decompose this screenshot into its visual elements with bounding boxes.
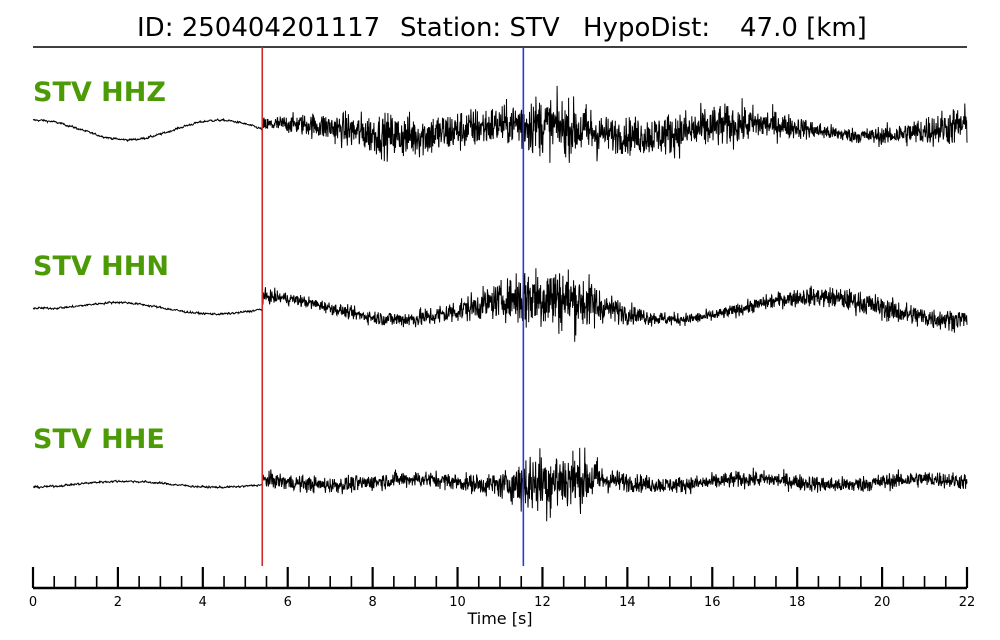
x-tick-label: 10 xyxy=(449,595,466,610)
title-hypodist-label: HypoDist: xyxy=(583,13,710,43)
x-tick-label: 0 xyxy=(29,595,37,610)
x-tick-label: 4 xyxy=(199,595,207,610)
traces-group xyxy=(32,85,968,522)
x-tick-label: 16 xyxy=(704,595,721,610)
x-axis-label: Time [s] xyxy=(466,609,532,628)
title-id: ID: 250404201117 xyxy=(137,13,380,43)
x-tick-label: 8 xyxy=(368,595,376,610)
title-hypodist-value: 47.0 [km] xyxy=(740,13,867,43)
trace-hhz xyxy=(32,85,968,163)
x-axis-ticks: 0 2 4 6 8 10 12 14 16 18 20 22 xyxy=(29,567,975,610)
picks-group xyxy=(261,47,525,566)
trace-hhn xyxy=(32,268,968,342)
x-tick-label: 18 xyxy=(789,595,806,610)
channel-label-hhn: STV HHN xyxy=(33,251,169,282)
x-tick-label: 22 xyxy=(959,595,976,610)
x-tick-label: 14 xyxy=(619,595,636,610)
channel-label-hhe: STV HHE xyxy=(33,424,165,455)
channel-label-hhz: STV HHZ xyxy=(33,77,166,108)
x-tick-label: 2 xyxy=(114,595,122,610)
x-tick-label: 6 xyxy=(284,595,292,610)
x-tick-label: 12 xyxy=(534,595,551,610)
trace-hhe xyxy=(33,447,968,522)
x-tick-label: 20 xyxy=(874,595,891,610)
title-station: Station: STV xyxy=(400,13,560,43)
